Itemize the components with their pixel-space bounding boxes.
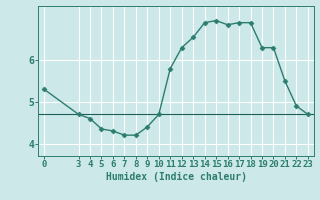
X-axis label: Humidex (Indice chaleur): Humidex (Indice chaleur) (106, 172, 246, 182)
